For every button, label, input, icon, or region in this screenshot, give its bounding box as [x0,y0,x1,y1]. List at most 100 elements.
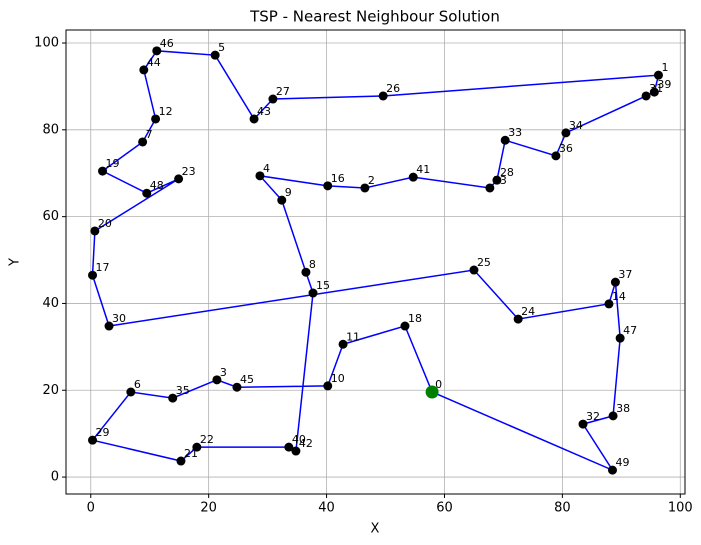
point-label: 3 [220,366,227,379]
point-label: 42 [299,437,313,450]
point-label: 38 [616,402,630,415]
city-point [126,387,136,397]
city-point [653,70,663,80]
city-point [561,128,571,138]
y-tick-label: 80 [42,122,59,137]
city-point [360,183,370,193]
y-tick-label: 60 [42,209,59,224]
point-label: 30 [112,312,126,325]
city-point [408,172,418,182]
route-line [91,50,660,472]
point-label: 32 [586,410,600,423]
city-point [98,166,108,176]
y-axis-label: Y [8,258,23,267]
point-label: 7 [146,128,153,141]
point-label: 49 [615,456,629,469]
city-point [485,183,495,193]
point-label: 12 [159,105,173,118]
point-label: 15 [316,279,330,292]
x-tick-label: 60 [436,501,453,516]
point-label: 44 [147,56,161,69]
point-label: 26 [386,82,400,95]
x-tick-label: 100 [668,501,693,516]
city-point [88,270,98,280]
point-label: 34 [569,119,583,132]
city-point [284,442,294,452]
point-label: 18 [408,312,422,325]
y-tick-label: 40 [42,296,59,311]
city-point [138,137,148,147]
point-label: 43 [257,105,271,118]
city-point [649,87,659,97]
point-label: 17 [96,261,110,274]
point-label: 4 [263,162,270,175]
city-point [152,46,162,56]
point-label: 9 [285,186,292,199]
point-label: 40 [292,433,306,446]
point-label: 19 [106,157,120,170]
city-point [308,288,318,298]
point-label: 11 [346,330,360,343]
y-tick-label: 20 [42,383,59,398]
x-tick-label: 0 [87,501,95,516]
city-point [323,181,333,191]
y-tick-label: 0 [51,470,59,485]
x-tick-label: 40 [318,501,335,516]
point-label: 23 [182,165,196,178]
x-axis-label: X [371,522,380,537]
city-point [607,465,617,475]
point-label: 28 [500,166,514,179]
city-point [232,382,242,392]
city-point [608,411,618,421]
city-point [268,94,278,104]
point-label: 39 [657,78,671,91]
city-point [212,375,222,385]
x-tick-label: 20 [200,501,217,516]
point-label: 14 [612,290,626,303]
x-tick-label: 80 [554,501,571,516]
point-label: 25 [477,256,491,269]
city-point [301,267,311,277]
start-point [425,385,439,399]
point-label: 47 [623,324,637,337]
point-label: 22 [200,433,214,446]
city-point [610,277,620,287]
city-point [492,175,502,185]
city-point [210,50,220,60]
city-point [578,419,588,429]
city-point [104,321,114,331]
city-point [151,114,161,124]
point-label: 24 [521,305,535,318]
city-point [139,65,149,75]
point-label: 27 [276,85,290,98]
point-label: 36 [559,142,573,155]
city-point [249,114,259,124]
city-point [255,171,265,181]
city-point [142,188,152,198]
city-point [641,91,651,101]
point-label: 0 [435,378,442,391]
city-point [176,456,186,466]
point-label: 2 [368,174,375,187]
city-point [192,442,202,452]
city-point [400,321,410,331]
city-point [500,135,510,145]
city-point [338,339,348,349]
point-label: 8 [309,258,316,271]
city-point [174,174,184,184]
city-point [615,333,625,343]
point-label: 41 [416,163,430,176]
point-label: 33 [508,126,522,139]
point-label: 16 [331,172,345,185]
city-point [551,151,561,161]
point-label: 46 [160,37,174,50]
point-label: 48 [150,179,164,192]
point-label: 45 [240,373,254,386]
city-point [168,393,178,403]
city-point [88,435,98,445]
point-label: 37 [618,268,632,281]
point-label: 20 [98,217,112,230]
city-point [90,226,100,236]
point-label: 6 [134,378,141,391]
